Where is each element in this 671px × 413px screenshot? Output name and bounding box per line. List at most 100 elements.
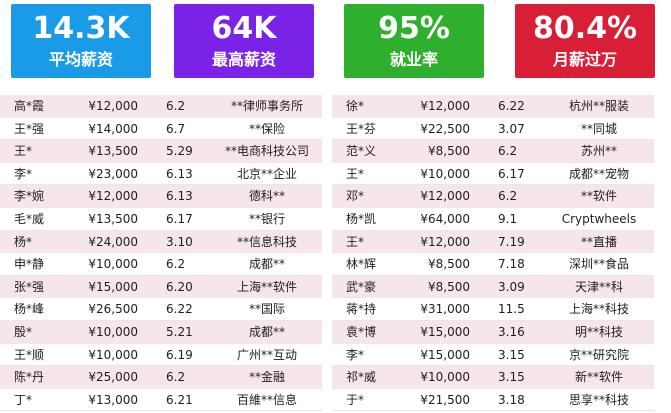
salary-value: ¥12,000 xyxy=(88,189,138,204)
table-row: 李* ¥23,000 6.13 北京**企业 xyxy=(0,162,322,186)
company-name: 上海**科技 xyxy=(568,302,629,317)
salary-value: ¥15,000 xyxy=(88,279,138,294)
table-row: 邓* ¥12,000 6.2 **软件 xyxy=(332,185,654,208)
table-row: 王* ¥13,500 5.29 **电商科技公司 xyxy=(0,140,322,163)
company-name: 北京**企业 xyxy=(236,166,297,181)
salary-ratio: 7.19 xyxy=(498,234,525,249)
company-name: 深圳**食品 xyxy=(568,257,629,272)
employee-name: 杨*峰 xyxy=(14,302,45,317)
stat-label: 月薪过万 xyxy=(552,50,617,69)
company-name: 广州**互动 xyxy=(236,347,297,362)
employee-name: 徐* xyxy=(346,99,365,113)
company-name: **保险 xyxy=(248,121,285,136)
salary-value: ¥8,500 xyxy=(428,257,470,272)
salary-value: ¥10,000 xyxy=(88,324,138,339)
salary-ratio: 6.21 xyxy=(166,392,193,407)
table-row: 李* ¥15,000 3.15 京**研究院 xyxy=(332,343,654,367)
company-name: Cryptwheels xyxy=(561,211,637,226)
company-name: **银行 xyxy=(248,211,285,226)
employee-name: 蒋*持 xyxy=(346,302,377,317)
employee-name: 王* xyxy=(346,166,365,181)
salary-ratio: 6.22 xyxy=(166,302,193,317)
company-name: **信息科技 xyxy=(236,234,297,249)
company-name: 杭州**服装 xyxy=(568,99,629,113)
stat-label: 平均薪资 xyxy=(48,50,113,69)
company-name: **国际 xyxy=(248,302,285,317)
employee-name: 张*强 xyxy=(14,279,45,294)
salary-value: ¥22,500 xyxy=(420,121,470,136)
table-row: 徐* ¥12,000 6.22 杭州**服装 xyxy=(332,95,654,118)
table-row: 蒋*持 ¥31,000 11.5 上海**科技 xyxy=(332,298,654,321)
company-name: **金融 xyxy=(248,370,285,385)
table-row: 王*芬 ¥22,500 3.07 **同城 xyxy=(332,117,654,141)
salary-ratio: 3.07 xyxy=(498,121,525,136)
company-name: **软件 xyxy=(580,189,617,204)
stat-value: 64K xyxy=(211,11,277,46)
salary-ratio: 5.29 xyxy=(166,144,193,159)
stat-value: 95% xyxy=(378,11,450,46)
stat-card-over-10k: 80.4% 月薪过万 xyxy=(515,4,655,78)
salary-table-right: 徐* ¥12,000 6.22 杭州**服装王*芬 ¥22,500 3.07 **同城范*义… xyxy=(332,95,654,412)
salary-value: ¥13,500 xyxy=(88,144,138,159)
employee-name: 杨* xyxy=(14,234,33,249)
salary-value: ¥12,000 xyxy=(420,189,470,204)
employee-name: 范*义 xyxy=(346,144,377,159)
table-row: 张*强 ¥15,000 6.20 上海**软件 xyxy=(0,275,322,299)
salary-ratio: 11.5 xyxy=(498,302,525,317)
salary-value: ¥12,000 xyxy=(88,99,138,113)
salary-value: ¥13,000 xyxy=(88,392,138,407)
employee-name: 王*芬 xyxy=(346,121,377,136)
company-name: 上海**软件 xyxy=(236,279,297,294)
table-row: 申*静 ¥10,000 6.2 成都** xyxy=(0,253,322,276)
salary-value: ¥24,000 xyxy=(88,234,138,249)
company-name: 成都**宠物 xyxy=(568,166,629,181)
table-row: 林*辉 ¥8,500 7.18 深圳**食品 xyxy=(332,253,654,276)
salary-value: ¥10,000 xyxy=(420,166,470,181)
company-name: 新**软件 xyxy=(574,370,623,385)
stat-label: 就业率 xyxy=(389,50,438,69)
company-name: 明**科技 xyxy=(574,324,623,339)
employee-name: 李* xyxy=(14,166,33,181)
salary-ratio: 6.19 xyxy=(166,347,193,362)
employee-name: 王*强 xyxy=(14,121,45,136)
table-row: 武*豪 ¥8,500 3.09 天津**科 xyxy=(332,275,654,299)
stat-label: 最高薪资 xyxy=(211,50,276,69)
salary-value: ¥23,000 xyxy=(88,166,138,181)
salary-value: ¥10,000 xyxy=(88,257,138,272)
stat-card-average-salary: 14.3K 平均薪资 xyxy=(11,4,151,78)
employee-name: 于* xyxy=(346,392,365,407)
employee-name: 王*顺 xyxy=(14,347,45,362)
salary-ratio: 6.13 xyxy=(166,189,193,204)
table-row: 高*霞 ¥12,000 6.2 **律师事务所 xyxy=(0,95,322,118)
table-row: 于* ¥21,500 3.18 思享**科技 xyxy=(332,388,654,412)
stat-card-max-salary: 64K 最高薪资 xyxy=(174,4,314,78)
company-name: 京**研究院 xyxy=(568,347,629,362)
salary-ratio: 3.15 xyxy=(498,347,525,362)
employee-name: 李*婉 xyxy=(14,189,45,204)
salary-value: ¥13,500 xyxy=(88,211,138,226)
employee-name: 杨*凯 xyxy=(346,211,377,226)
company-name: **直播 xyxy=(580,234,617,249)
company-name: 成都** xyxy=(248,324,285,339)
salary-ratio: 3.09 xyxy=(498,279,525,294)
employee-name: 陈*丹 xyxy=(14,370,45,385)
table-row: 毛*威 ¥13,500 6.17 **银行 xyxy=(0,207,322,231)
employee-name: 邓* xyxy=(346,189,365,204)
company-name: 思享**科技 xyxy=(568,392,629,407)
salary-value: ¥8,500 xyxy=(428,279,470,294)
employee-name: 林*辉 xyxy=(346,257,377,272)
employee-name: 殷* xyxy=(14,324,33,339)
employee-name: 王* xyxy=(346,234,365,249)
salary-ratio: 6.2 xyxy=(498,189,518,204)
employee-name: 李* xyxy=(346,347,365,362)
company-name: **同城 xyxy=(580,121,617,136)
employee-name: 武*豪 xyxy=(346,279,377,294)
salary-ratio: 3.18 xyxy=(498,392,525,407)
salary-ratio: 6.17 xyxy=(166,211,193,226)
salary-ratio: 3.16 xyxy=(498,324,525,339)
stat-value: 14.3K xyxy=(32,11,130,46)
table-row: 丁* ¥13,000 6.21 百維**信息 xyxy=(0,388,322,412)
salary-ratio: 6.7 xyxy=(166,121,186,136)
company-name: **电商科技公司 xyxy=(224,144,309,159)
salary-ratio: 6.2 xyxy=(498,144,518,159)
